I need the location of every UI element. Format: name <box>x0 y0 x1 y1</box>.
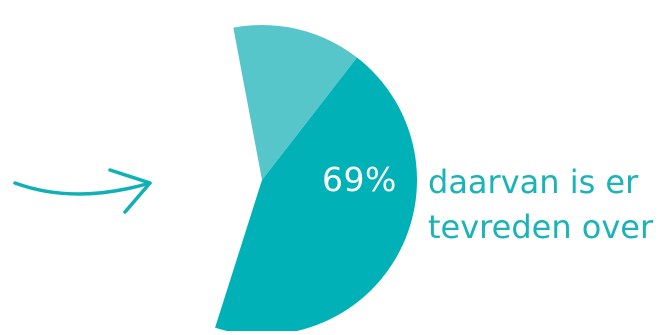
slice-annotation: daarvan is er tevreden over <box>428 160 653 250</box>
pie-slice-1 <box>214 57 417 331</box>
annotation-line-2: tevreden over <box>428 208 654 246</box>
curved-arrow-icon <box>13 168 152 214</box>
annotation-line-1: daarvan is er <box>428 163 639 201</box>
slice-percentage-label: 69% <box>322 160 397 199</box>
